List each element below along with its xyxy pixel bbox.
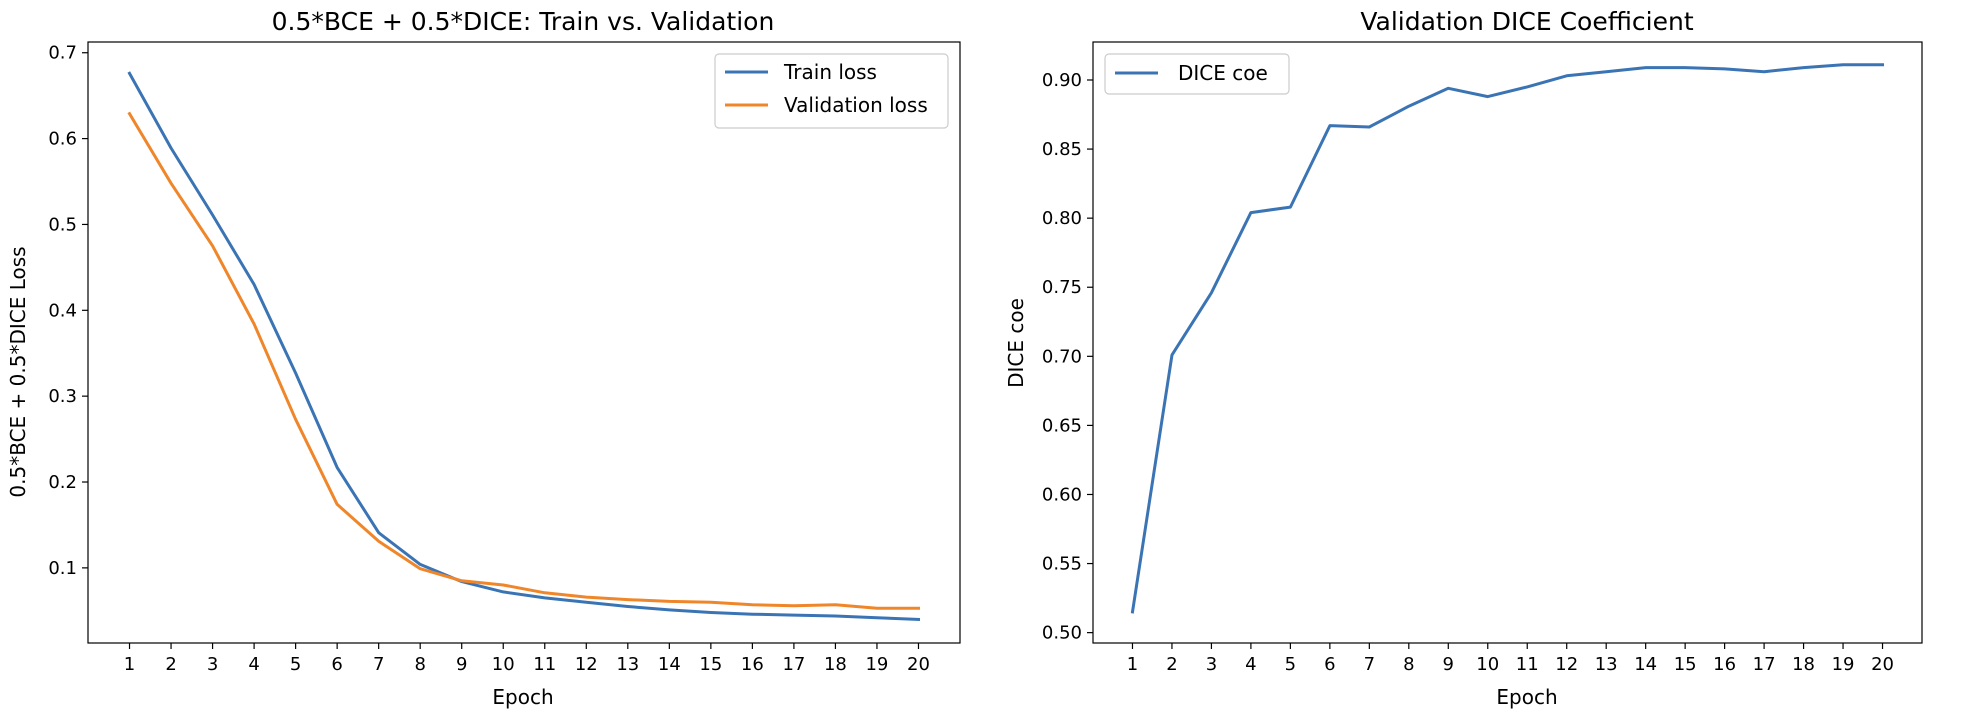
x-tick-label: 5	[1285, 654, 1296, 675]
x-tick-label: 20	[907, 654, 930, 675]
x-tick-label: 2	[165, 654, 176, 675]
y-tick-label: 0.70	[1042, 346, 1082, 367]
legend-label-train-loss: Train loss	[783, 60, 877, 84]
x-tick-label: 16	[741, 654, 764, 675]
loss-chart-title: 0.5*BCE + 0.5*DICE: Train vs. Validation	[272, 7, 775, 36]
loss-chart-xlabel: Epoch	[492, 685, 553, 709]
x-tick-label: 8	[1403, 654, 1414, 675]
x-tick-label: 1	[1127, 654, 1138, 675]
x-tick-label: 14	[1634, 654, 1657, 675]
x-tick-label: 6	[1324, 654, 1335, 675]
y-tick-label: 0.4	[48, 300, 77, 321]
loss-chart-axes-frame	[88, 42, 960, 643]
x-tick-label: 14	[658, 654, 681, 675]
y-tick-label: 0.65	[1042, 415, 1082, 436]
x-tick-label: 15	[699, 654, 722, 675]
loss-chart-legend: Train loss Validation loss	[715, 54, 948, 128]
x-tick-label: 20	[1871, 654, 1894, 675]
dice-chart-ylabel: DICE coe	[1004, 298, 1028, 388]
y-tick-label: 0.6	[48, 129, 77, 150]
loss-chart: 0.5*BCE + 0.5*DICE: Train vs. Validation…	[6, 7, 960, 709]
x-tick-label: 1	[124, 654, 135, 675]
y-tick-label: 0.2	[48, 472, 77, 493]
x-tick-label: 12	[575, 654, 598, 675]
y-tick-label: 0.55	[1042, 554, 1082, 575]
x-tick-label: 18	[1792, 654, 1815, 675]
x-tick-label: 8	[414, 654, 425, 675]
x-tick-label: 13	[616, 654, 639, 675]
x-tick-label: 5	[290, 654, 301, 675]
y-tick-label: 0.5	[48, 214, 77, 235]
y-tick-label: 0.3	[48, 386, 77, 407]
x-tick-label: 9	[456, 654, 467, 675]
x-tick-label: 10	[492, 654, 515, 675]
dice-chart-axes-frame	[1093, 42, 1922, 643]
x-tick-label: 18	[824, 654, 847, 675]
x-tick-label: 13	[1595, 654, 1618, 675]
x-tick-label: 2	[1166, 654, 1177, 675]
y-tick-label: 0.7	[48, 43, 77, 64]
legend-label-validation-loss: Validation loss	[784, 93, 928, 117]
x-tick-label: 17	[1753, 654, 1776, 675]
loss-chart-series	[130, 73, 919, 619]
x-tick-label: 4	[248, 654, 259, 675]
loss-chart-y-ticks: 0.1 0.2 0.3 0.4 0.5 0.6 0.7	[48, 43, 88, 579]
x-tick-label: 15	[1674, 654, 1697, 675]
y-tick-label: 0.90	[1042, 70, 1082, 91]
dice-chart: Validation DICE Coefficient DICE coe Epo…	[1004, 7, 1922, 709]
x-tick-label: 19	[865, 654, 888, 675]
x-tick-label: 7	[373, 654, 384, 675]
dice-chart-title: Validation DICE Coefficient	[1360, 7, 1693, 36]
x-tick-label: 11	[1516, 654, 1539, 675]
x-tick-label: 19	[1832, 654, 1855, 675]
y-tick-label: 0.50	[1042, 623, 1082, 644]
x-tick-label: 17	[782, 654, 805, 675]
x-tick-label: 12	[1555, 654, 1578, 675]
x-tick-label: 16	[1713, 654, 1736, 675]
x-tick-label: 11	[533, 654, 556, 675]
y-tick-label: 0.60	[1042, 484, 1082, 505]
loss-chart-ylabel: 0.5*BCE + 0.5*DICE Loss	[6, 246, 30, 497]
dice-chart-xlabel: Epoch	[1496, 685, 1557, 709]
y-tick-label: 0.85	[1042, 139, 1082, 160]
x-tick-label: 9	[1443, 654, 1454, 675]
y-tick-label: 0.75	[1042, 277, 1082, 298]
x-tick-label: 6	[331, 654, 342, 675]
series-line-train-loss	[130, 73, 919, 619]
y-tick-label: 0.1	[48, 558, 77, 579]
x-tick-label: 10	[1476, 654, 1499, 675]
x-tick-label: 3	[207, 654, 218, 675]
dice-chart-legend: DICE coe	[1105, 54, 1289, 94]
x-tick-label: 3	[1206, 654, 1217, 675]
y-tick-label: 0.80	[1042, 208, 1082, 229]
x-tick-label: 4	[1245, 654, 1256, 675]
legend-label-dice-coe: DICE coe	[1178, 61, 1268, 85]
dice-chart-y-ticks: 0.50 0.55 0.60 0.65 0.70 0.75 0.80 0.85 0.90	[1042, 70, 1093, 644]
x-tick-label: 7	[1364, 654, 1375, 675]
series-line-validation-loss	[130, 114, 919, 609]
dice-chart-series	[1132, 65, 1882, 612]
series-line-dice-coe	[1133, 65, 1883, 612]
